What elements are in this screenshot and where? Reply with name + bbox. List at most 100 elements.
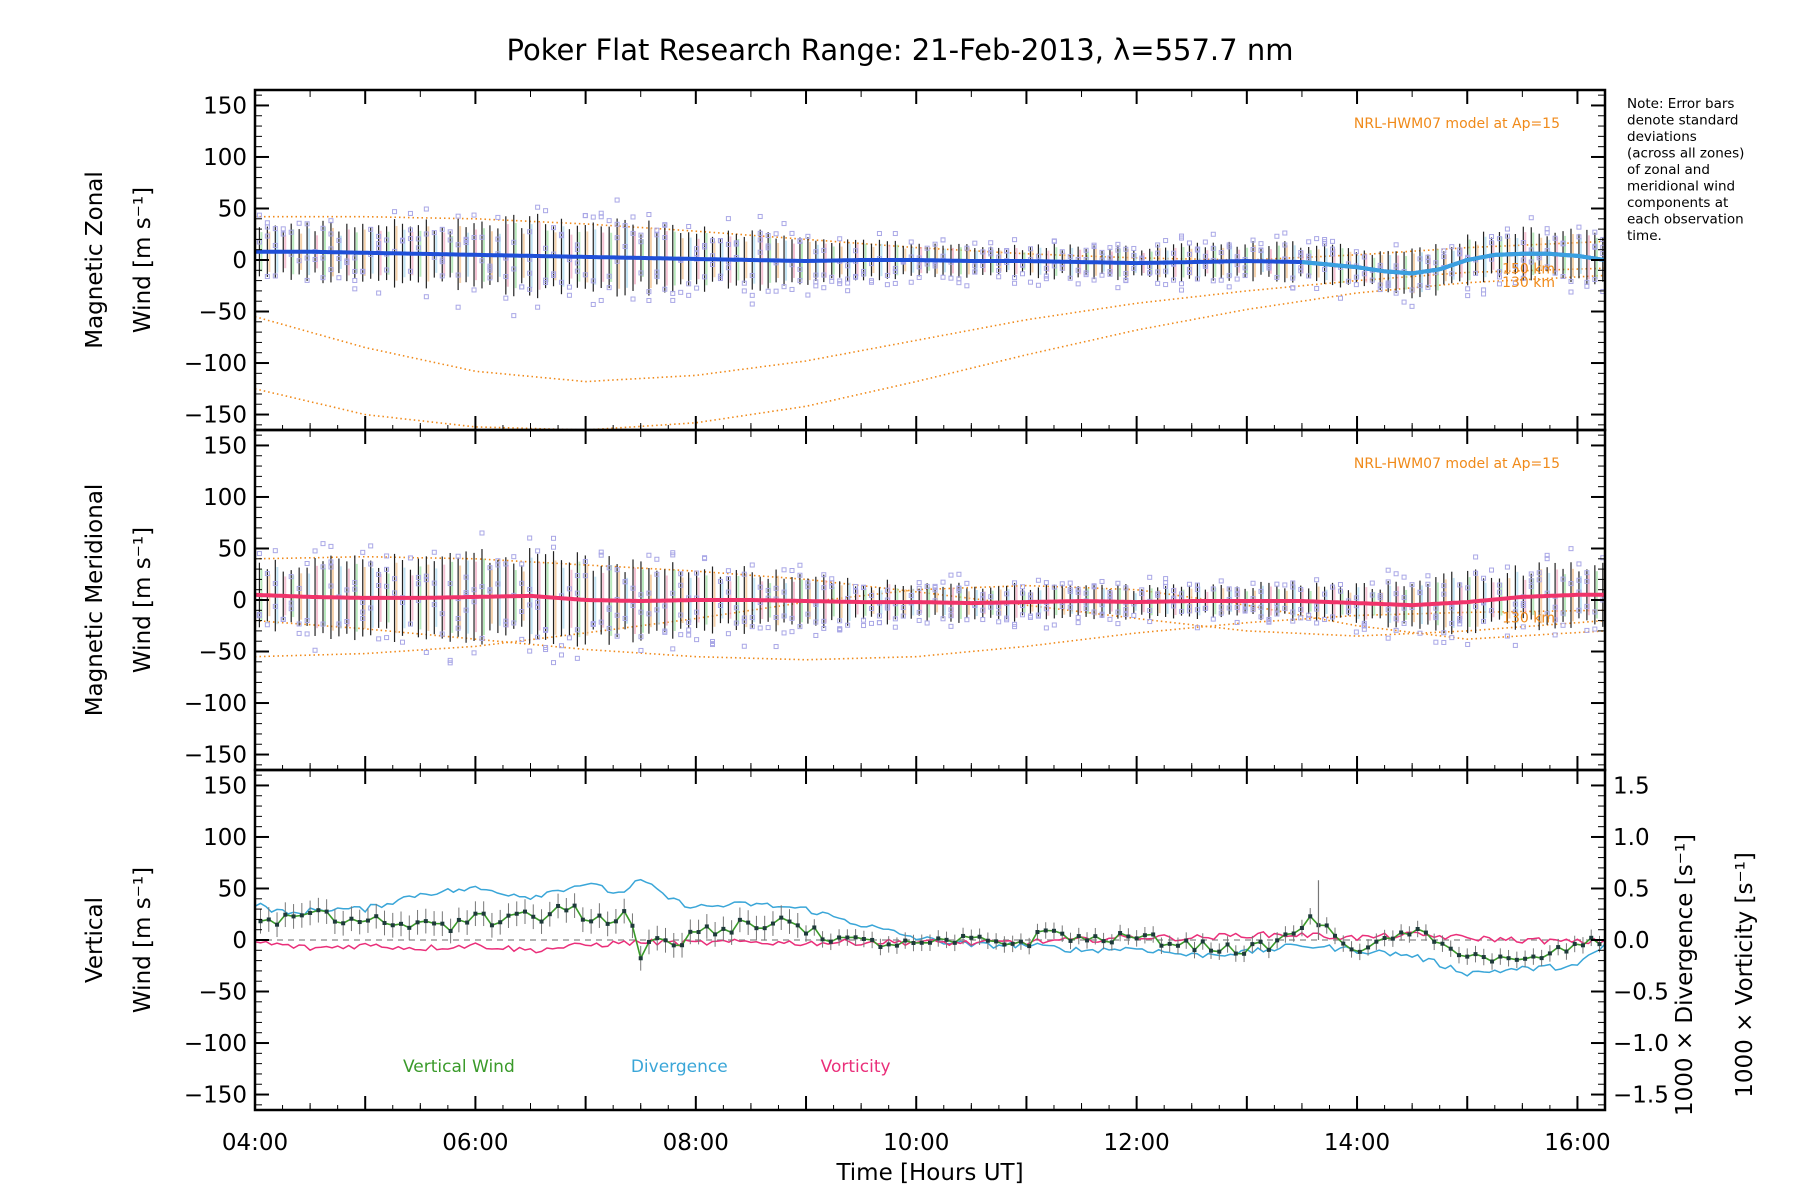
zone-point <box>670 550 676 556</box>
zone-point <box>1544 556 1550 562</box>
zone-point <box>996 610 1002 616</box>
zone-point <box>654 232 660 238</box>
vertical-wind-point <box>564 908 569 913</box>
zone-point <box>1274 233 1280 239</box>
zone-point <box>1242 273 1248 279</box>
zone-point <box>1481 575 1487 581</box>
vertical-wind-point <box>1085 938 1090 943</box>
vertical-wind-point <box>845 935 850 940</box>
zone-point <box>312 548 318 554</box>
zone-point <box>1298 252 1304 258</box>
zone-point <box>272 548 278 554</box>
zone-point <box>702 556 708 562</box>
zone-point <box>320 541 326 547</box>
zone-point <box>574 260 580 266</box>
vertical-wind-point <box>613 919 618 924</box>
zone-point <box>892 265 898 271</box>
zone-point <box>853 588 859 594</box>
zone-point <box>1544 226 1550 232</box>
zone-point <box>606 565 612 571</box>
zone-point <box>1385 567 1391 573</box>
vertical-wind-point <box>646 939 651 944</box>
zone-point <box>1282 242 1288 248</box>
y2-tick-label: 0.0 <box>1613 928 1650 954</box>
vertical-wind-point <box>539 919 544 924</box>
zone-point <box>741 643 747 649</box>
zone-point <box>1186 581 1192 587</box>
zone-point <box>320 275 326 281</box>
zone-point <box>1067 254 1073 260</box>
zone-point <box>789 629 795 635</box>
zone-point <box>710 641 716 647</box>
vertical-wind-point <box>1225 942 1230 947</box>
zone-point <box>1250 604 1256 610</box>
x-tick-label: 14:00 <box>1324 1130 1390 1156</box>
zone-point <box>1147 270 1153 276</box>
zone-point <box>392 209 398 215</box>
zone-point <box>1218 610 1224 616</box>
vertical-wind-point <box>316 908 321 913</box>
zone-point <box>360 599 366 605</box>
vertical-wind-point <box>556 903 561 908</box>
zone-point <box>471 587 477 593</box>
vertical-wind-point <box>961 933 966 938</box>
vertical-wind-point <box>622 909 627 914</box>
zone-point <box>1234 604 1240 610</box>
zone-point <box>1377 287 1383 293</box>
zone-point <box>1306 612 1312 618</box>
zone-point <box>932 241 938 247</box>
zone-point <box>948 275 954 281</box>
zone-point <box>336 275 342 281</box>
vertical-wind-point <box>1266 947 1271 952</box>
zone-point <box>964 283 970 289</box>
zone-point <box>479 258 485 264</box>
vertical-wind-point <box>1043 928 1048 933</box>
zone-point <box>1099 249 1105 255</box>
zone-point <box>765 233 771 239</box>
zone-point <box>1298 268 1304 274</box>
zone-point <box>392 576 398 582</box>
vertical-wind-point <box>1184 938 1189 943</box>
zone-point <box>1043 606 1049 612</box>
vertical-wind-point <box>1109 940 1114 945</box>
zone-point <box>630 296 636 302</box>
zone-point <box>551 544 557 550</box>
zone-point <box>1194 607 1200 613</box>
vertical-wind-point <box>258 919 263 924</box>
zone-point <box>1290 275 1296 281</box>
zone-point <box>884 272 890 278</box>
zone-point <box>264 274 270 280</box>
zone-point <box>598 619 604 625</box>
zone-point <box>1035 613 1041 619</box>
zone-point <box>543 208 549 214</box>
zone-point <box>1489 608 1495 614</box>
model-label: NRL-HWM07 model at Ap=15 <box>1354 116 1560 132</box>
zone-point <box>1393 290 1399 296</box>
zone-point <box>296 585 302 591</box>
vertical-wind-point <box>1010 941 1015 946</box>
model-altitude-label: 150 km <box>1502 261 1555 277</box>
zone-point <box>837 627 843 633</box>
zone-point <box>1059 265 1065 271</box>
vertical-wind-point <box>1333 933 1337 938</box>
zone-point <box>821 272 827 278</box>
zone-point <box>1234 619 1240 625</box>
vertical-wind-point <box>390 923 395 928</box>
vertical-wind-point <box>663 938 668 943</box>
zone-point <box>741 280 747 286</box>
zone-point <box>876 231 882 237</box>
zone-point <box>1274 274 1280 280</box>
zone-point <box>1481 291 1487 297</box>
zone-point <box>399 639 405 645</box>
zone-point <box>1258 614 1264 620</box>
zone-point <box>1091 583 1097 589</box>
zone-point <box>988 604 994 610</box>
zone-point <box>1337 295 1343 301</box>
meridional-mean-line <box>255 592 1604 608</box>
vertical-wind-point <box>1366 945 1371 950</box>
vertical-wind-point <box>1118 931 1123 936</box>
zone-point <box>1441 639 1447 645</box>
x-tick-label: 12:00 <box>1103 1130 1169 1156</box>
vertical-wind-point <box>498 920 503 925</box>
zone-point <box>1218 277 1224 283</box>
